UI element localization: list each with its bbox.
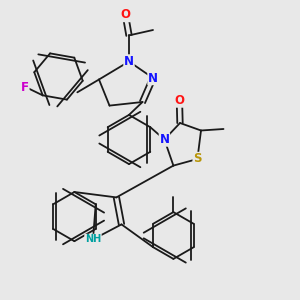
Text: O: O: [120, 8, 130, 22]
Text: S: S: [193, 152, 202, 166]
Text: N: N: [148, 71, 158, 85]
Text: NH: NH: [85, 234, 101, 244]
Text: N: N: [159, 133, 170, 146]
Text: O: O: [174, 94, 184, 107]
Text: N: N: [124, 55, 134, 68]
Text: F: F: [21, 81, 29, 94]
